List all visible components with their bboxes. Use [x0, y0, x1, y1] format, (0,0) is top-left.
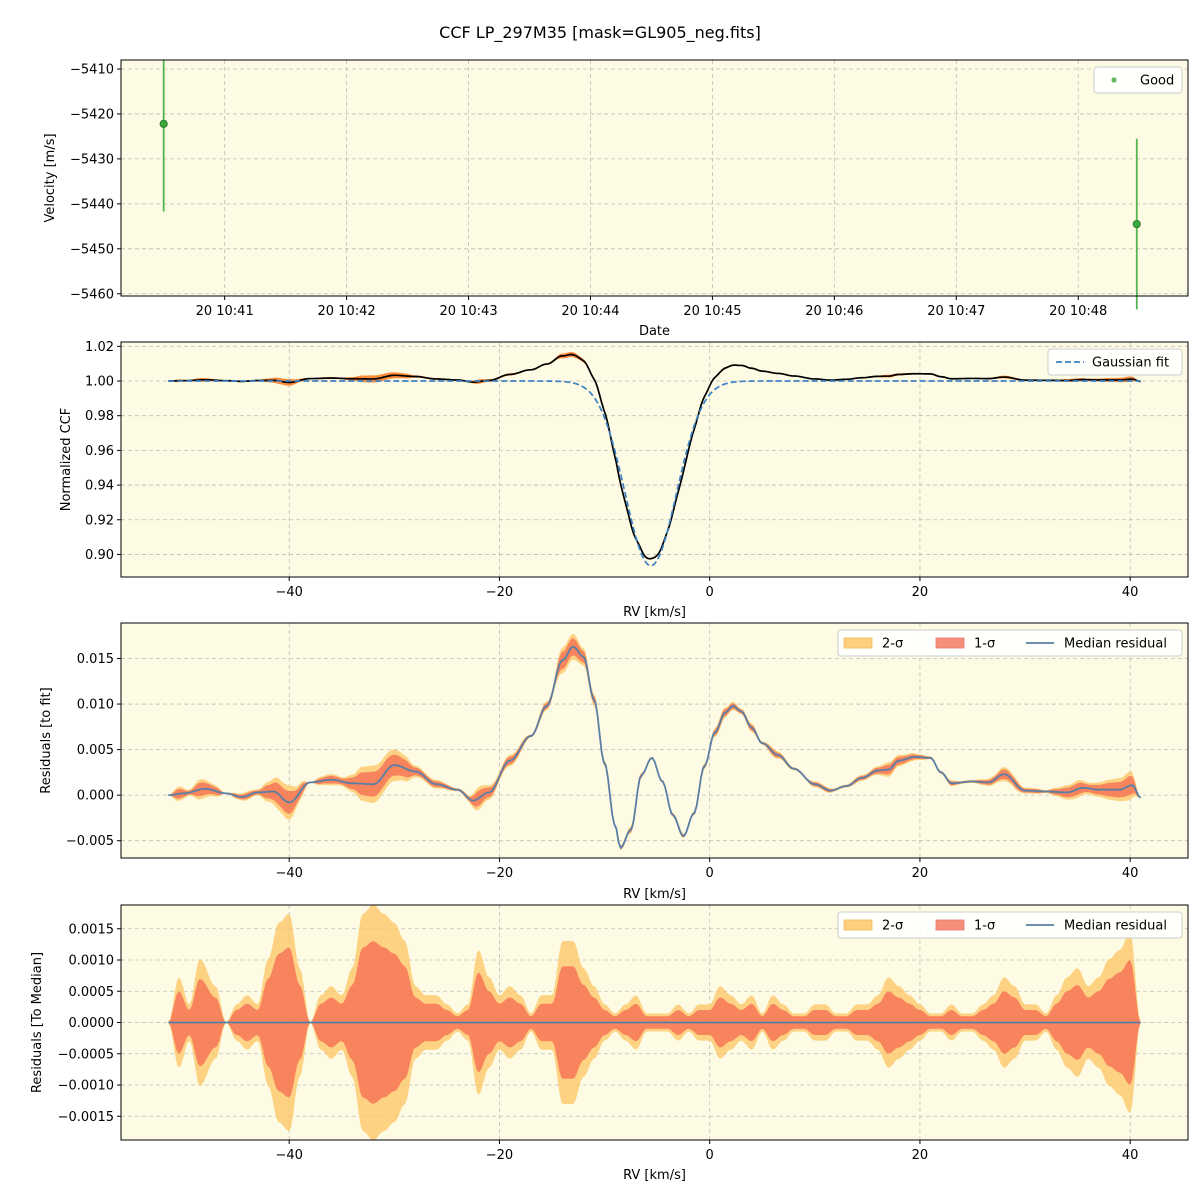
legend-label-median: Median residual	[1064, 919, 1167, 934]
legend-label-gaussian: Gaussian fit	[1092, 356, 1169, 371]
x-axis-label: Date	[639, 324, 670, 339]
ccf-line	[168, 353, 1141, 560]
velocity-point	[1132, 219, 1141, 229]
y-tick-label: 0.010	[77, 698, 114, 713]
x-tick-label: 40	[1122, 1148, 1139, 1163]
x-tick-label: 20 10:45	[683, 304, 741, 319]
figure-title: CCF LP_297M35 [mask=GL905_neg.fits]	[439, 23, 761, 43]
y-tick-label: 0.0015	[69, 922, 115, 937]
legend-label-two-sigma: 2-σ	[882, 919, 903, 934]
legend	[1047, 348, 1183, 376]
x-axis-label: RV [km/s]	[623, 605, 686, 620]
velocity-panel: 20 10:41 20 10:42 20 10:43 20 10:44 20 10:45…	[43, 59, 1189, 339]
plot-area	[121, 342, 1188, 577]
y-tick-label: −5460	[70, 287, 114, 302]
y-axis-label: Normalized CCF	[59, 408, 74, 512]
x-tick-label: 20 10:43	[439, 304, 497, 319]
x-tick-label: 40	[1122, 866, 1139, 881]
y-tick-label: 0.92	[85, 513, 114, 528]
legend	[1093, 66, 1183, 94]
plot-area	[121, 60, 1188, 296]
legend-label-two-sigma: 2-σ	[882, 637, 903, 652]
y-tick-label: −5440	[70, 197, 114, 212]
x-tick-label: 20 10:48	[1049, 304, 1107, 319]
x-tick-label: −40	[275, 585, 302, 600]
x-tick-label: −20	[486, 866, 513, 881]
residuals-median-panel: −40 −20 0 20 40 −0.0015 −0.0010 −0.0005 0.0000 0.…	[30, 904, 1189, 1183]
x-tick-label: −40	[275, 1148, 302, 1163]
y-axis-label: Velocity [m/s]	[43, 133, 58, 222]
y-tick-label: −5430	[70, 152, 114, 167]
y-tick-label: 0.98	[85, 409, 114, 424]
y-tick-label: 1.02	[85, 340, 114, 355]
residuals-fit-panel: −40 −20 0 20 40 −0.005 0.000 0.005 0.010 0.015 RV …	[39, 622, 1189, 902]
plot-area	[121, 623, 1188, 858]
legend	[837, 629, 1183, 657]
x-tick-label: 20 10:46	[805, 304, 863, 319]
x-tick-label: 20 10:44	[561, 304, 619, 319]
gaussian-fit-line	[168, 380, 1141, 567]
y-tick-label: −0.0005	[58, 1047, 114, 1062]
y-tick-label: −5410	[70, 62, 114, 77]
x-tick-label: 0	[706, 1148, 714, 1163]
legend-swatch-one-sigma	[935, 919, 965, 931]
axes-frame	[120, 904, 1189, 1141]
legend-swatch-two-sigma	[843, 919, 873, 931]
axes-frame	[120, 59, 1189, 297]
velocity-point	[159, 119, 168, 128]
y-tick-label: 0.0010	[69, 954, 115, 969]
y-axis-label: Residuals [To Median]	[30, 952, 45, 1093]
y-tick-label: 0.0005	[69, 985, 115, 1000]
axes-frame	[120, 341, 1189, 578]
x-tick-label: 20	[912, 1148, 929, 1163]
y-tick-label: 0.015	[77, 652, 114, 667]
legend-swatch-one-sigma	[935, 637, 965, 649]
x-tick-label: 0	[706, 585, 714, 600]
y-tick-label: −0.005	[66, 834, 114, 849]
x-tick-label: −20	[486, 1148, 513, 1163]
x-tick-label: 20 10:47	[927, 304, 985, 319]
y-tick-label: −5450	[70, 242, 114, 257]
x-tick-label: 40	[1122, 585, 1139, 600]
legend-marker-good	[1111, 77, 1117, 83]
x-axis-label: RV [km/s]	[623, 887, 686, 902]
y-tick-label: −0.0015	[58, 1110, 114, 1125]
legend-label-one-sigma: 1-σ	[974, 637, 995, 652]
x-axis-label: RV [km/s]	[623, 1168, 686, 1183]
y-tick-label: 1.00	[85, 375, 114, 390]
ccf-panel: −40 −20 0 20 40 0.90 0.92 0.94 0.96 0.98 1.00 1.02 R…	[59, 340, 1189, 620]
y-tick-label: 0.94	[85, 479, 114, 494]
legend	[837, 911, 1183, 939]
x-tick-label: 20	[912, 585, 929, 600]
y-tick-label: 0.96	[85, 444, 114, 459]
legend-label-good: Good	[1140, 74, 1174, 89]
x-tick-label: 20 10:42	[318, 304, 376, 319]
legend-label-median: Median residual	[1064, 637, 1167, 652]
axes-frame	[120, 622, 1189, 859]
legend-swatch-two-sigma	[843, 637, 873, 649]
x-tick-label: −40	[275, 866, 302, 881]
x-tick-label: −20	[486, 585, 513, 600]
y-tick-label: 0.90	[85, 548, 114, 563]
y-tick-label: 0.0000	[69, 1016, 115, 1031]
median-residual-line	[168, 646, 1142, 850]
legend-label-one-sigma: 1-σ	[974, 919, 995, 934]
x-tick-label: 20 10:41	[196, 304, 254, 319]
y-tick-label: −0.0010	[58, 1079, 114, 1094]
gridlines	[121, 60, 1188, 296]
x-tick-label: 0	[706, 866, 714, 881]
x-tick-label: 20	[912, 866, 929, 881]
y-tick-label: 0.000	[77, 789, 114, 804]
y-tick-label: −5420	[70, 107, 114, 122]
y-axis-label: Residuals [to fit]	[39, 687, 54, 793]
y-tick-label: 0.005	[77, 743, 114, 758]
